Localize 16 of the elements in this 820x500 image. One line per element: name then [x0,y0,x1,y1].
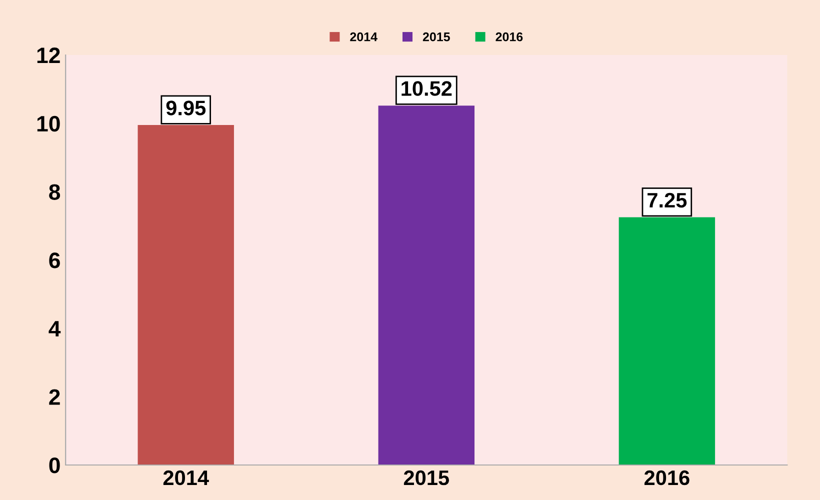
legend-label: 2014 [350,32,378,42]
y-tick-label: 10 [37,116,60,132]
y-tick-label: 4 [48,321,61,336]
y-tick-label: 0 [49,458,60,474]
data-label: 10.52 [402,81,452,96]
data-label: 9.95 [166,100,206,116]
legend-label: 2016 [496,32,523,42]
y-tick-label: 2 [49,389,60,405]
x-tick-label: 2016 [644,470,690,486]
data-label: 7.25 [648,192,687,208]
x-tick-label: 2015 [404,470,449,486]
y-tick-label: 8 [49,184,60,200]
x-tick-label: 2014 [163,470,209,486]
legend-label: 2015 [422,32,450,42]
y-tick-label: 6 [49,252,60,268]
y-tick-label: 12 [37,48,60,64]
